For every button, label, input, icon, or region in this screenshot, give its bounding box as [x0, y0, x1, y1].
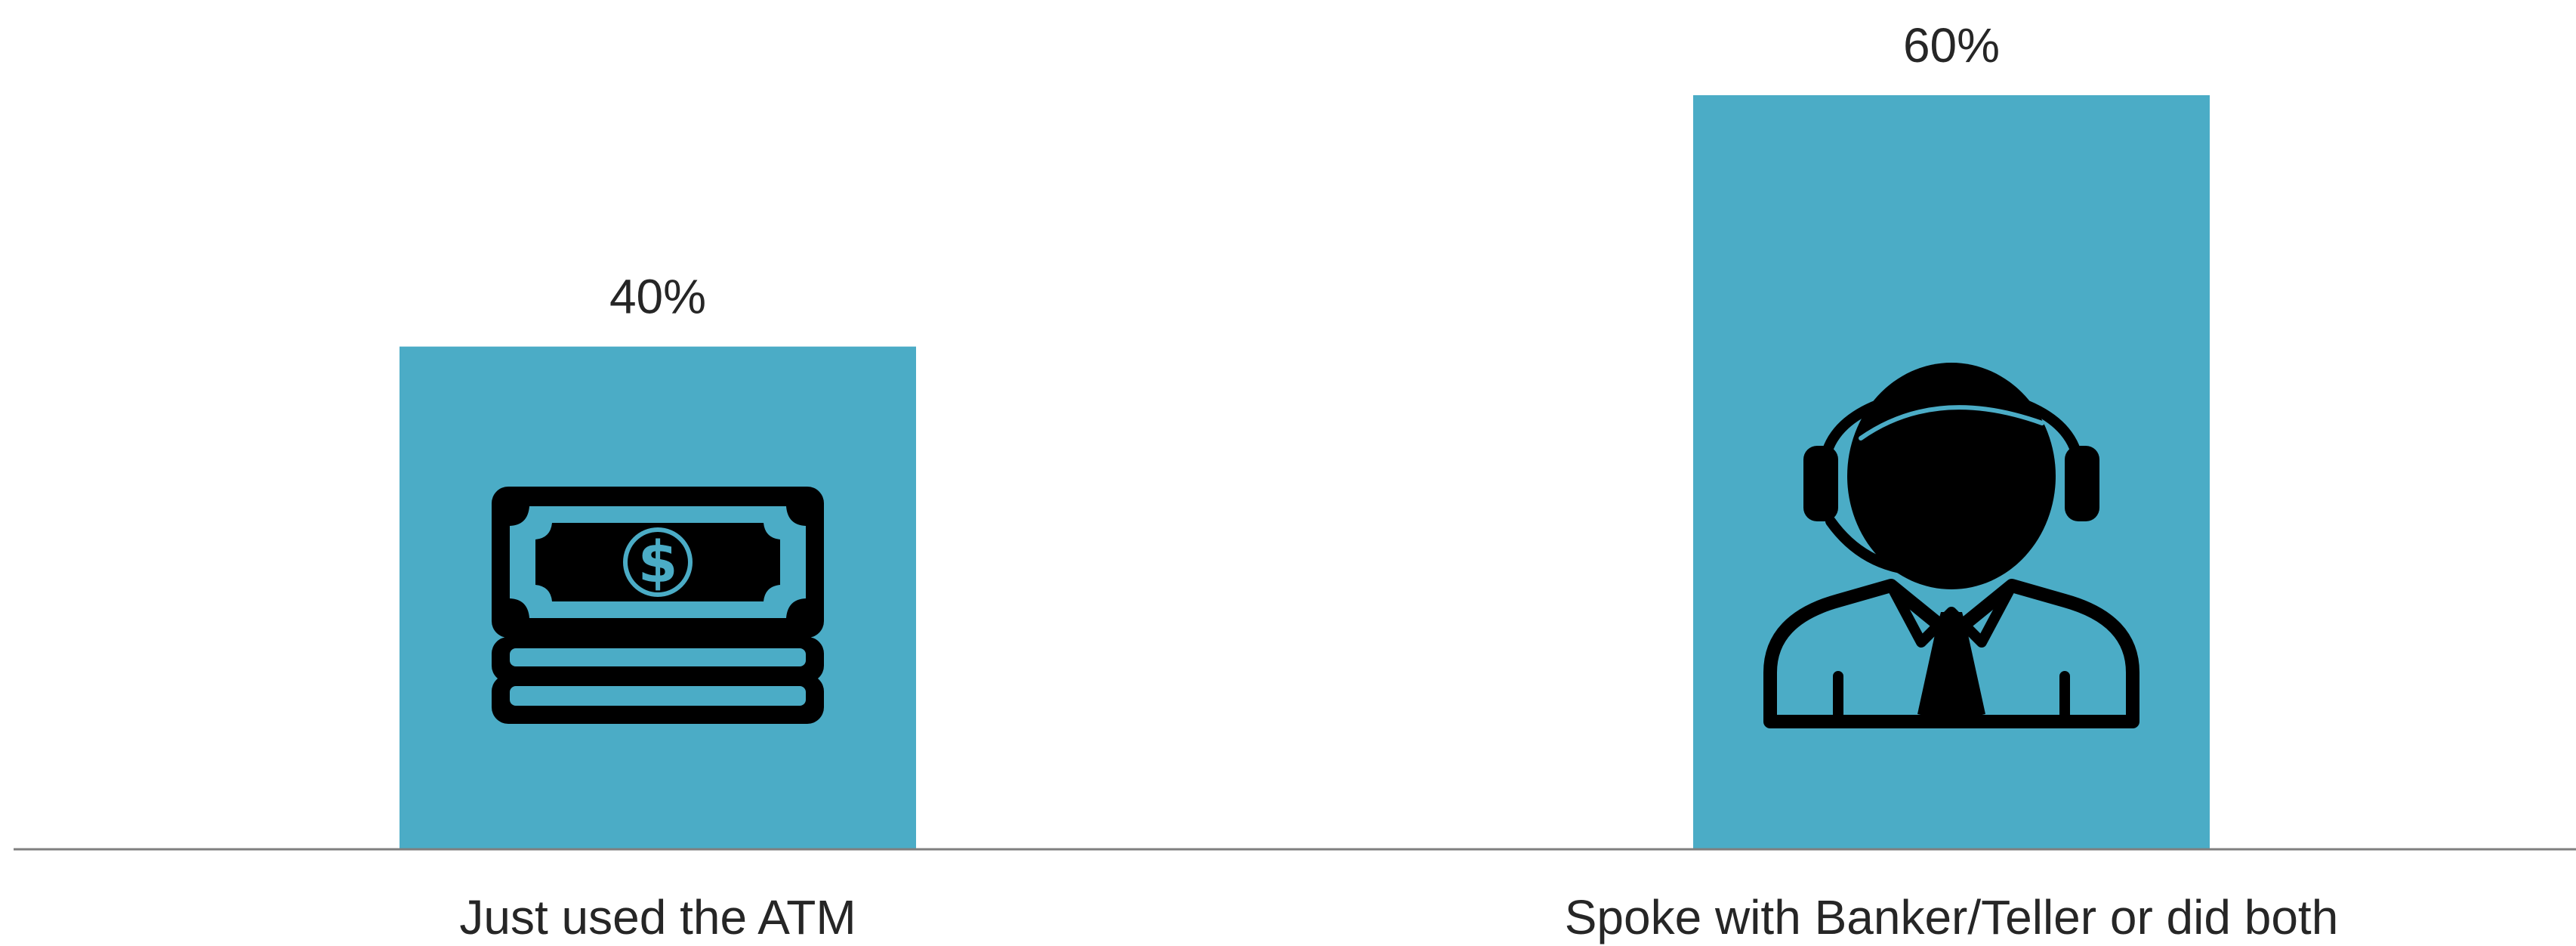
svg-text:$: $	[638, 528, 678, 595]
customer-service-agent-icon	[1763, 363, 2139, 728]
category-label-0: Just used the ATM	[459, 890, 856, 944]
cash-stack-icon: $	[492, 487, 824, 724]
data-label-0: 40%	[609, 270, 706, 324]
data-label-1: 60%	[1903, 18, 2000, 73]
category-label-1: Spoke with Banker/Teller or did both	[1565, 890, 2339, 944]
